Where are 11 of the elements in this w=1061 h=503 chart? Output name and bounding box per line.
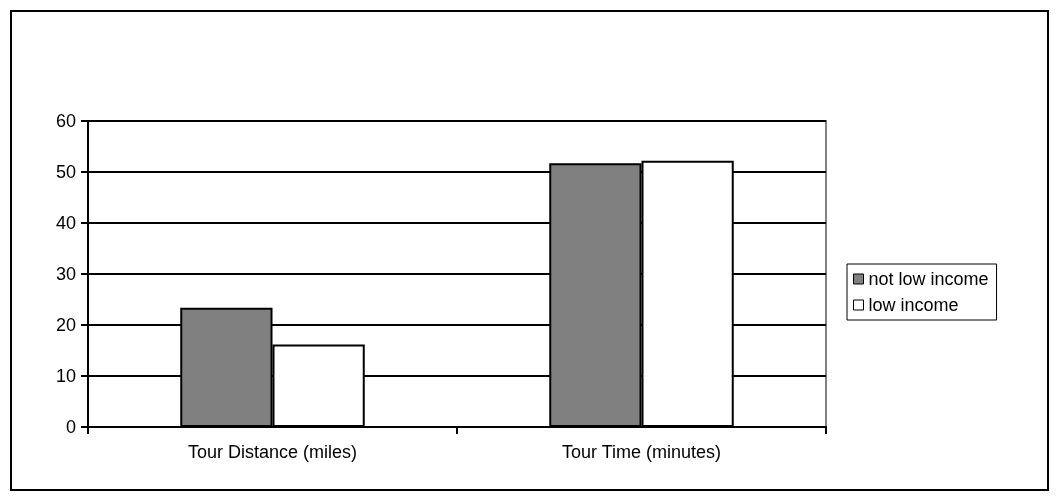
x-tick-label: Tour Time (minutes) — [561, 442, 722, 462]
y-tick-label: 10 — [55, 366, 76, 386]
y-tick-label: 0 — [65, 417, 76, 437]
y-tick-label: 40 — [55, 213, 76, 233]
legend-label: not low income — [868, 269, 989, 289]
y-tick-label: 60 — [55, 111, 76, 131]
x-tick-label: Tour Distance (miles) — [187, 442, 358, 462]
y-tick-label: 20 — [55, 315, 76, 335]
y-tick-label: 30 — [55, 264, 76, 284]
legend-label: low income — [868, 295, 959, 315]
y-tick-label: 50 — [55, 162, 76, 182]
